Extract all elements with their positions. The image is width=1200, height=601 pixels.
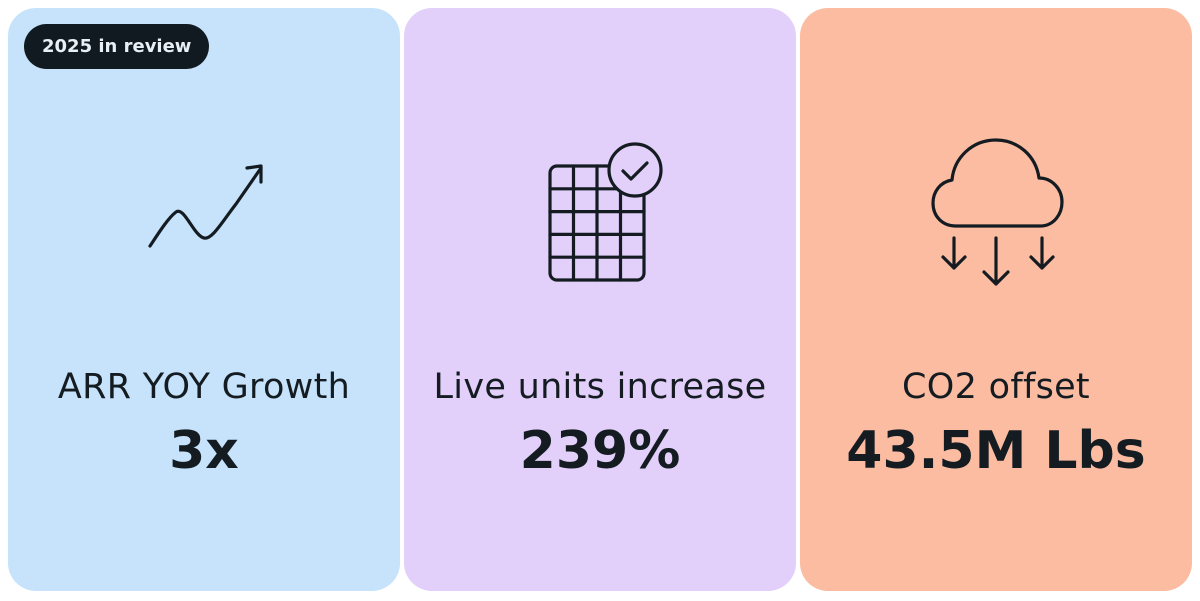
grid-checkmark-icon bbox=[404, 126, 796, 296]
trend-up-arrow-icon bbox=[8, 126, 400, 296]
year-badge: 2025 in review bbox=[24, 24, 210, 69]
stat-value: 239% bbox=[519, 421, 681, 481]
stat-value: 3x bbox=[169, 421, 239, 481]
stat-label: CO2 offset bbox=[902, 367, 1090, 407]
stat-label: ARR YOY Growth bbox=[57, 367, 351, 407]
cloud-down-arrows-icon bbox=[800, 126, 1192, 296]
stat-card-arr: 2025 in review ARR YOY Growth 3x bbox=[8, 8, 400, 591]
stat-label: Live units increase bbox=[433, 367, 767, 407]
stat-card-live-units: Live units increase 239% bbox=[404, 8, 796, 591]
stat-value: 43.5M Lbs bbox=[846, 421, 1146, 481]
stat-card-co2: CO2 offset 43.5M Lbs bbox=[800, 8, 1192, 591]
